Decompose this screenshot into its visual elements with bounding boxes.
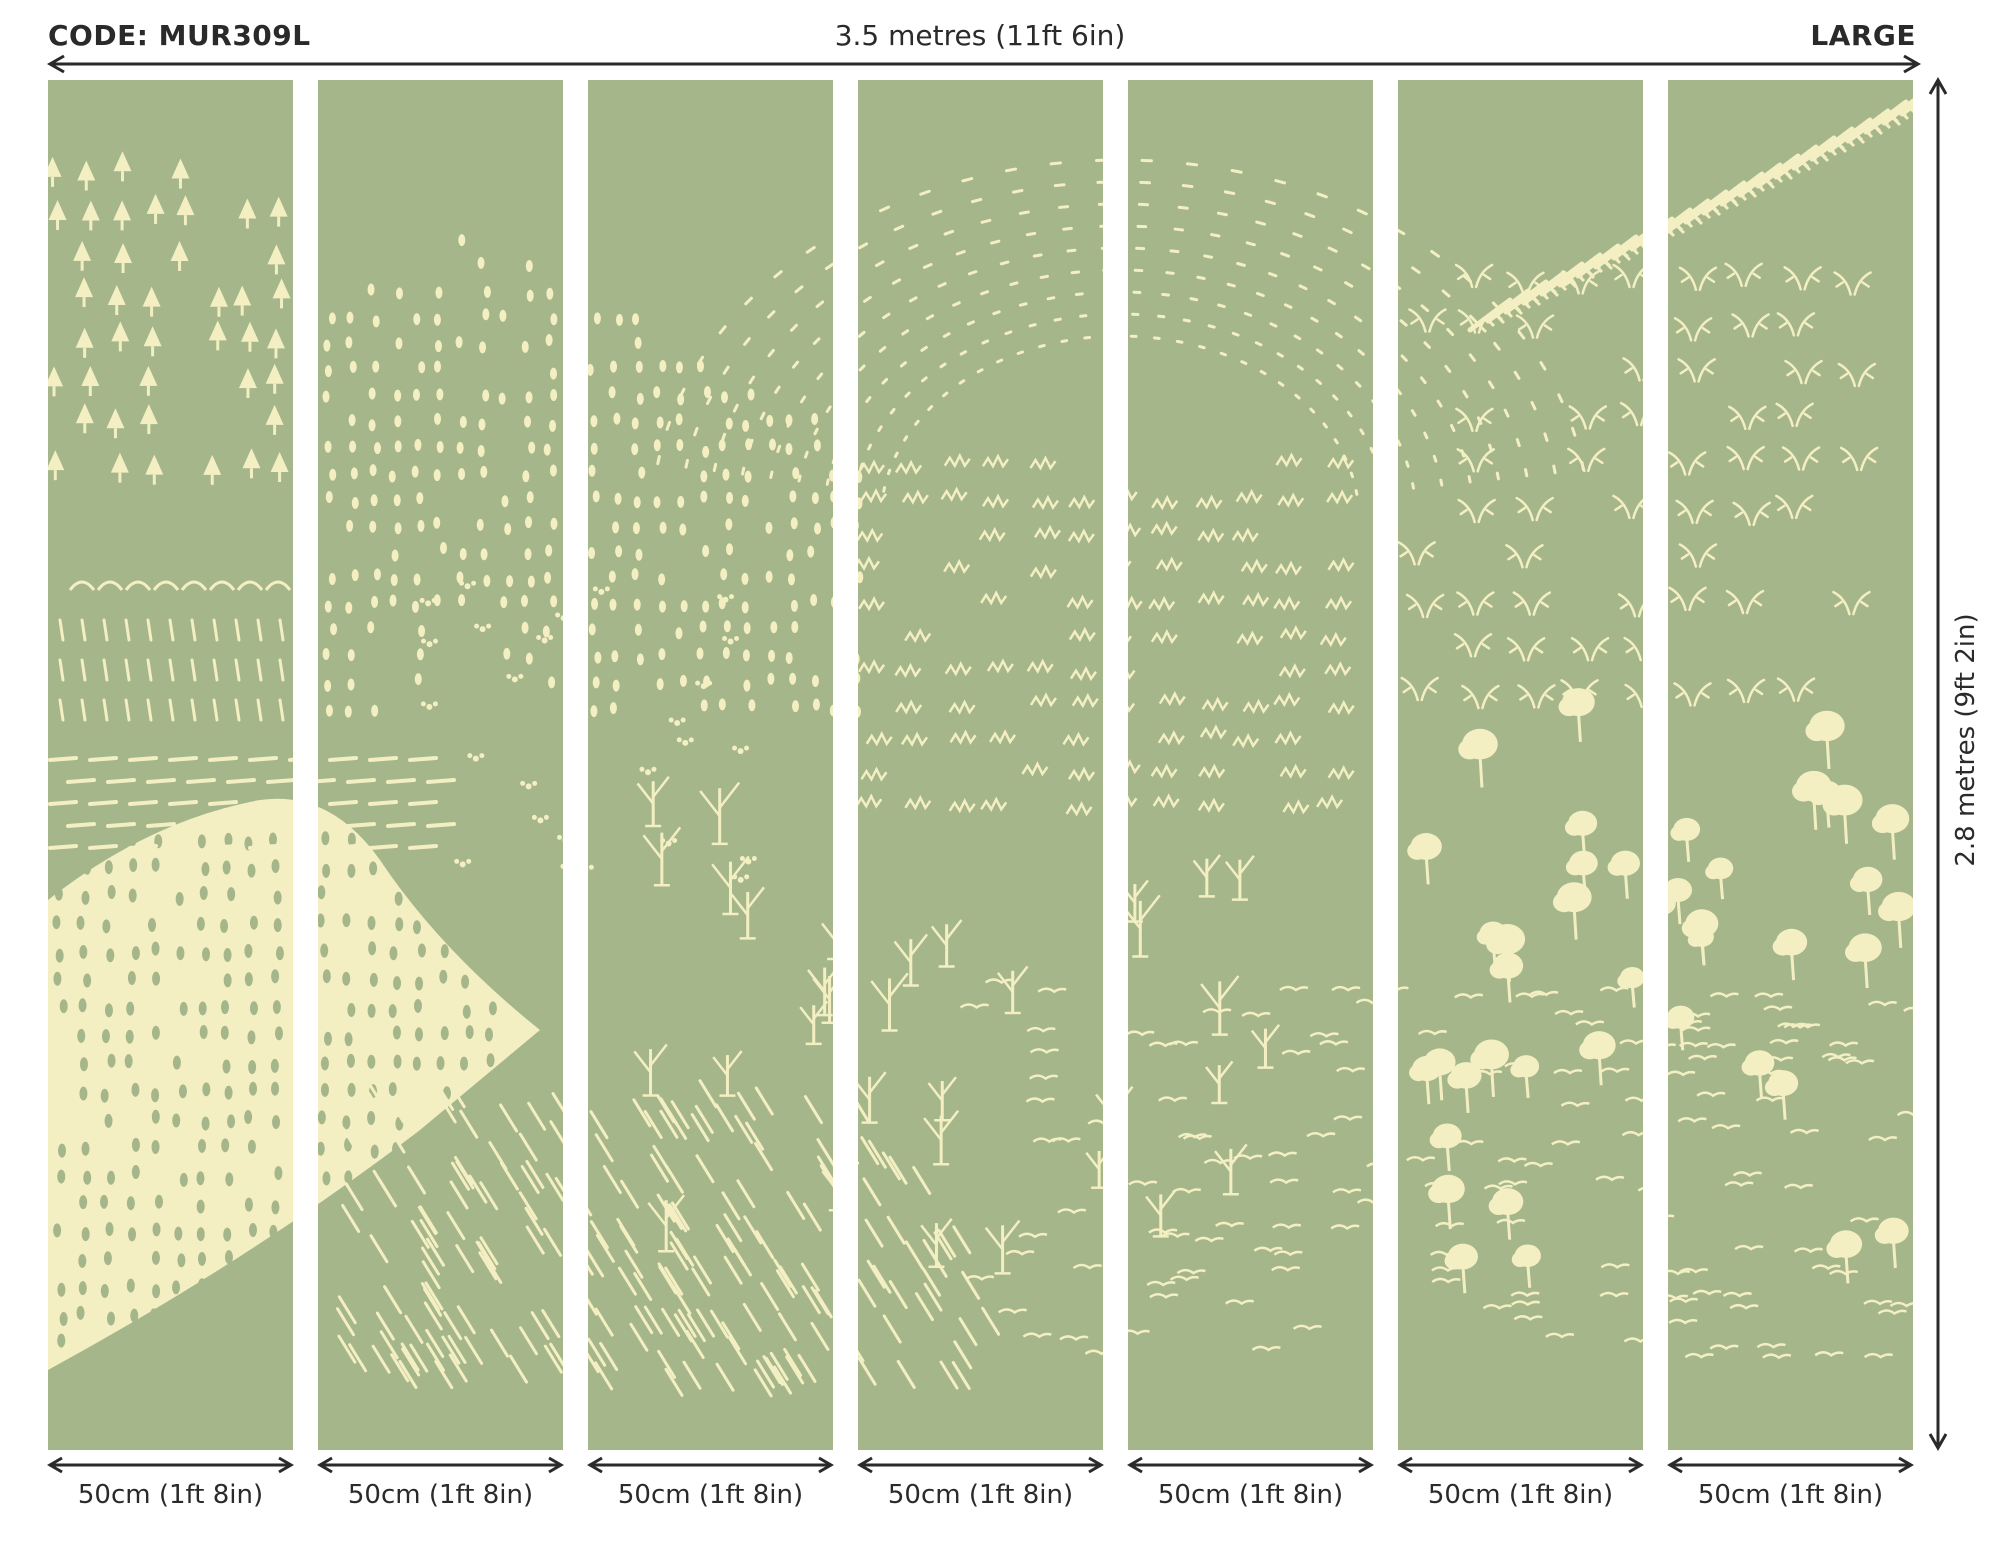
panel-1-width-label: 50cm (1ft 8in) [48,1478,293,1512]
panel-3-width-label: 50cm (1ft 8in) [588,1478,833,1512]
panel-1-motif-group [48,80,293,1396]
mural-panel-5 [1128,80,1373,1450]
mural-panel-3 [588,80,833,1450]
panel-4-width-label: 50cm (1ft 8in) [858,1478,1103,1512]
panel-5-motif-group [1128,80,1373,1396]
panel-4-width-arrow [860,1458,1101,1472]
mural-panel-2 [318,80,563,1450]
panel-7-motif-group [1668,80,1913,1396]
panel-1-motif [48,80,293,1450]
panel-2-width-label: 50cm (1ft 8in) [318,1478,563,1512]
panel-5-width-arrow [1130,1458,1371,1472]
panel-4-motif [858,80,1103,1450]
panel-2-motif [318,80,563,1450]
total-width-arrow-graphic [0,0,2000,80]
total-width-arrow [0,0,2000,80]
panel-7-motif [1668,80,1913,1450]
panel-3-motif [588,80,833,1450]
mural-panel-1 [48,80,293,1450]
panel-6-width-arrow [1400,1458,1641,1472]
mural-panel-4 [858,80,1103,1450]
mural-panel-7 [1668,80,1913,1450]
panel-1-width-arrow [50,1458,291,1472]
panel-6-motif [1398,80,1643,1450]
panel-width-arrows [0,1455,2000,1475]
panel-2-width-arrow [320,1458,561,1472]
panel-4-motif-group [858,80,1103,1396]
height-label: 2.8 metres (9ft 2in) [1949,480,1983,1000]
panel-3-motif-group [588,80,833,1396]
panel-6-motif-group [1398,80,1643,1396]
mural-panel-6 [1398,80,1643,1450]
panel-6-width-label: 50cm (1ft 8in) [1398,1478,1643,1512]
panel-2-motif-group [318,80,563,1396]
panel-5-width-label: 50cm (1ft 8in) [1128,1478,1373,1512]
panel-3-width-arrow [590,1458,831,1472]
panel-5-motif [1128,80,1373,1450]
panel-7-width-label: 50cm (1ft 8in) [1668,1478,1913,1512]
panel-width-arrows-graphic [0,1455,2000,1475]
panel-7-width-arrow [1670,1458,1911,1472]
